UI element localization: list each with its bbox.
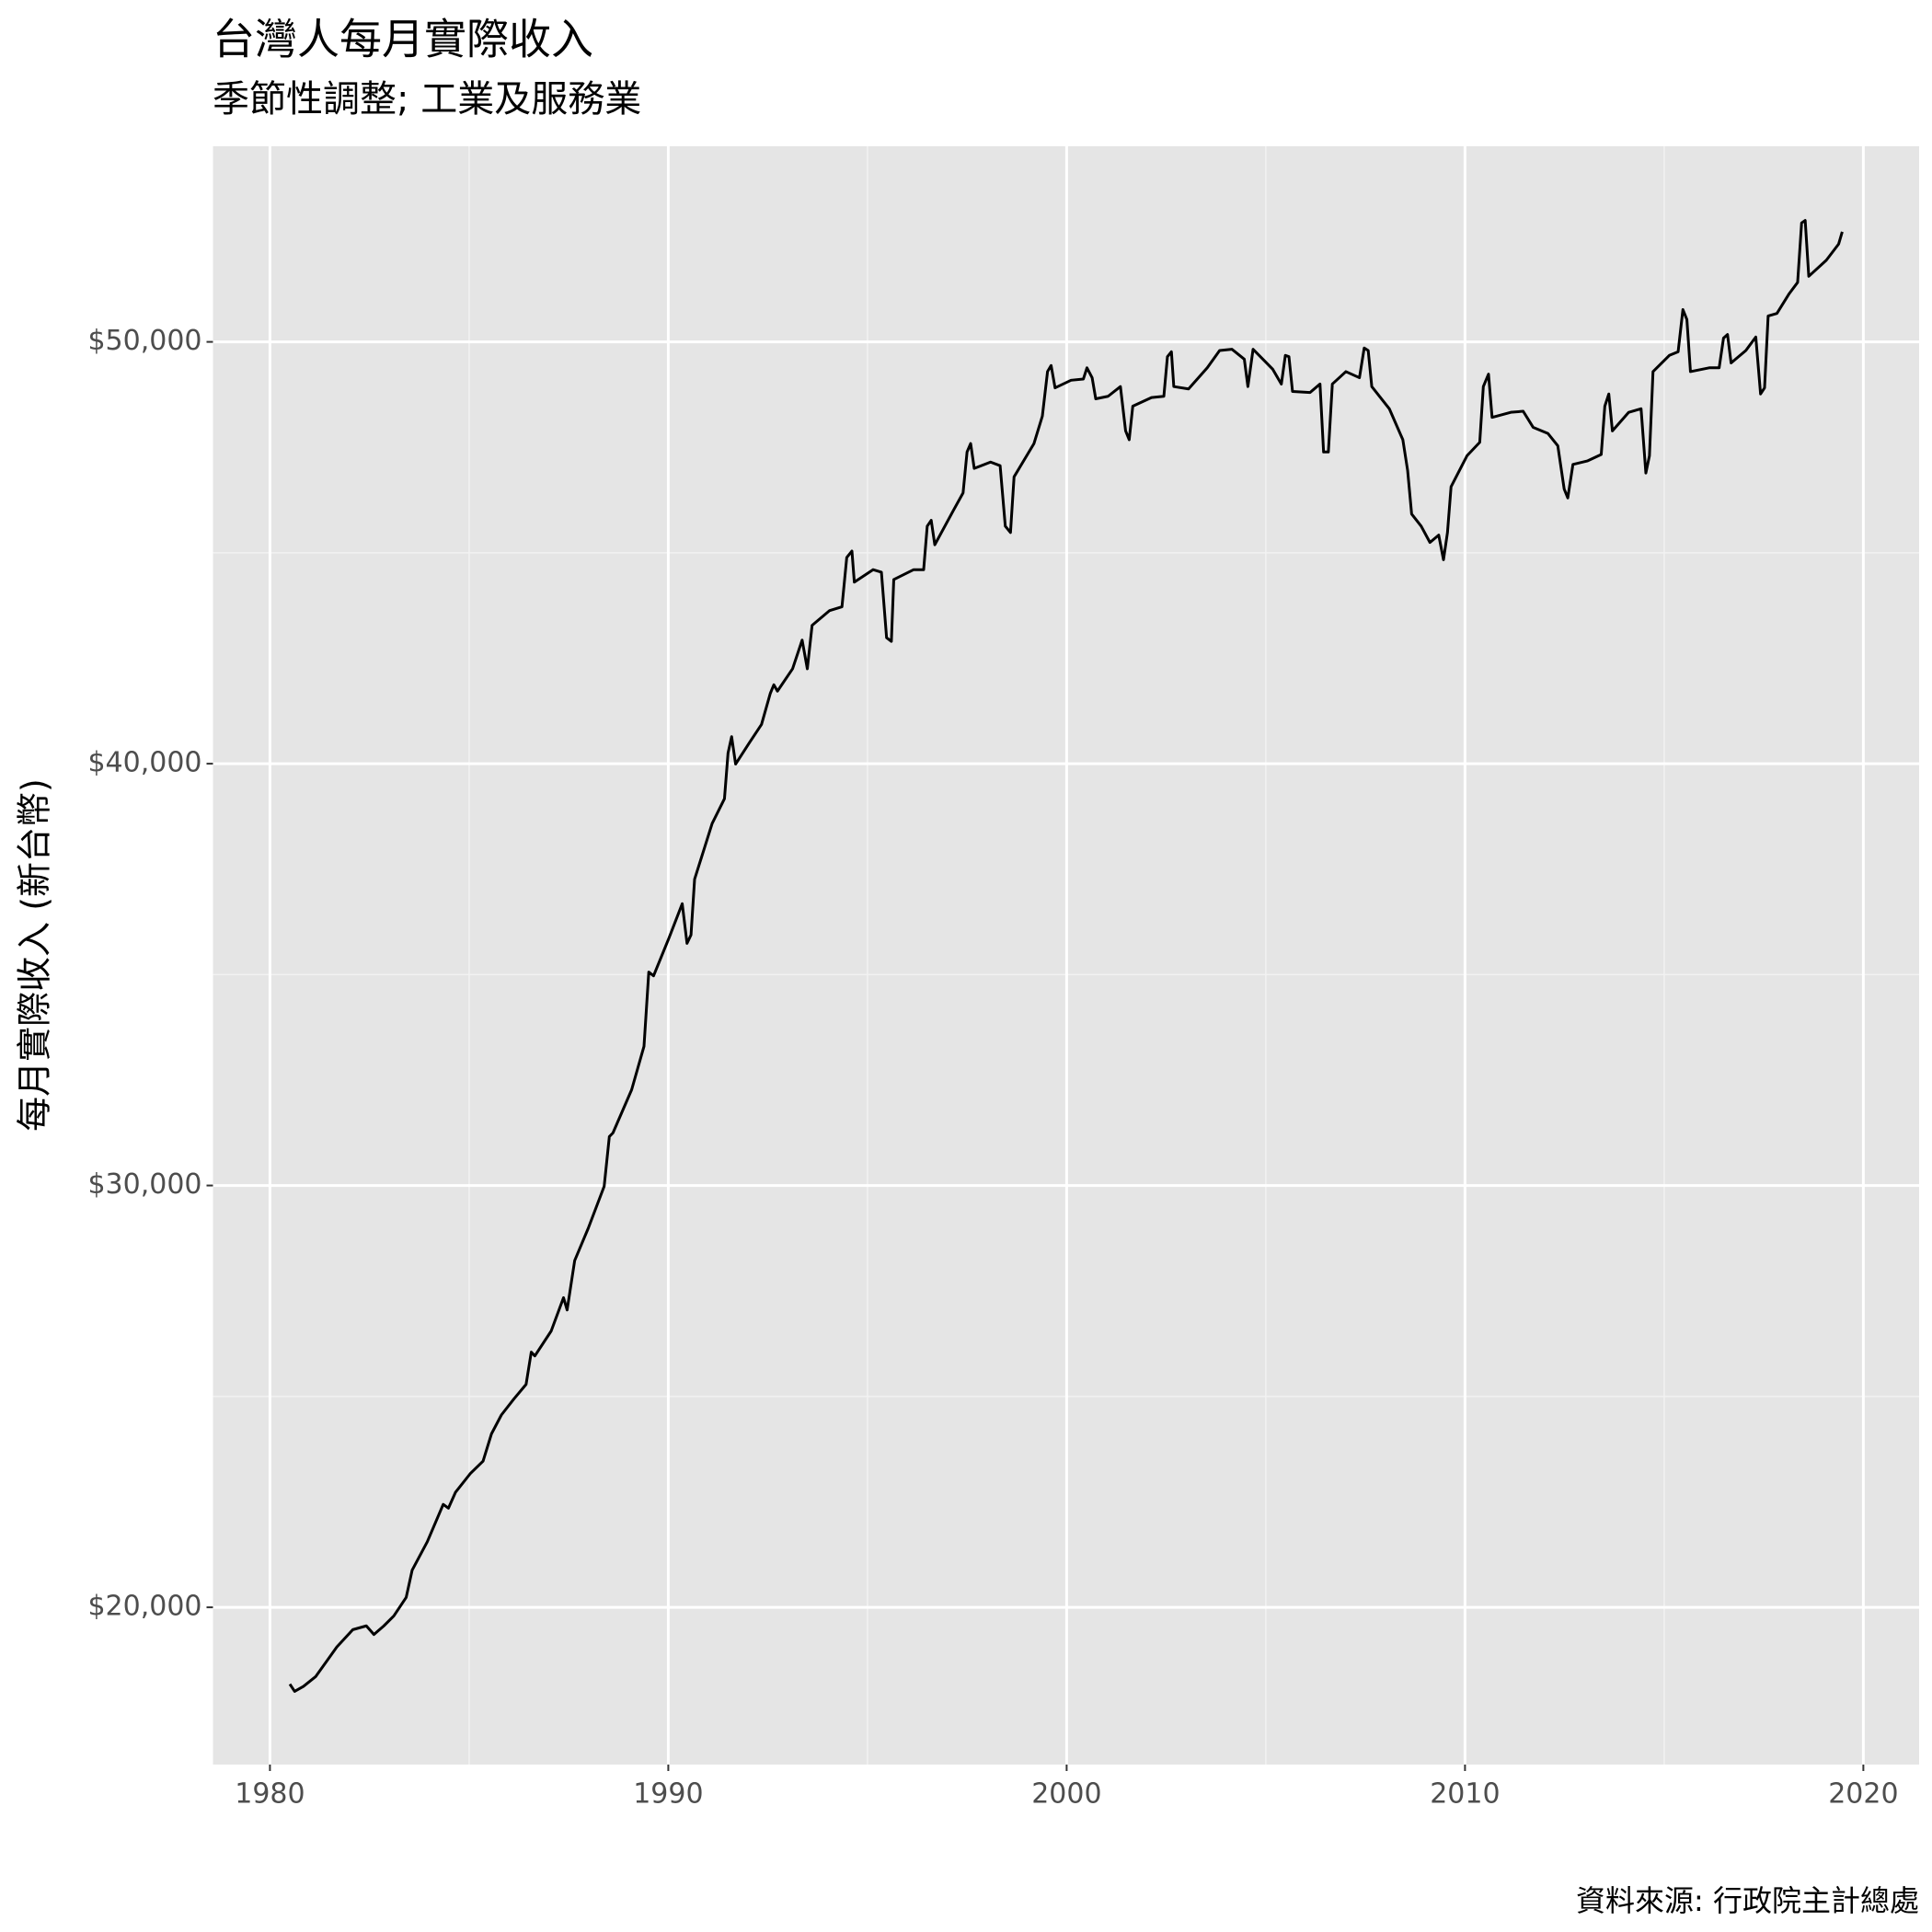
y-axis-label: 每月實際收入 (新台幣) — [15, 778, 55, 1132]
x-tick-label: 2000 — [1031, 1778, 1101, 1811]
y-tick-label: $30,000 — [87, 1168, 201, 1201]
y-tick-label: $20,000 — [87, 1591, 201, 1623]
x-tick-label: 2020 — [1828, 1778, 1898, 1811]
x-tick-label: 1990 — [633, 1778, 703, 1811]
plot-area: 1980 1990 2000 2010 2020 $20,000 $30,000 $40,00… — [87, 146, 1919, 1811]
chart-title: 台灣人每月實際收入 — [213, 15, 593, 64]
data-line — [288, 219, 1844, 1693]
y-tick-label: $40,000 — [87, 747, 201, 779]
x-tick-label: 2010 — [1430, 1778, 1500, 1811]
y-tick-label: $50,000 — [87, 325, 201, 357]
caption: 資料來源: 行政院主計總處 — [1576, 1883, 1919, 1918]
x-tick-label: 1980 — [235, 1778, 305, 1811]
chart-subtitle: 季節性調整; 工業及服務業 — [213, 78, 641, 121]
